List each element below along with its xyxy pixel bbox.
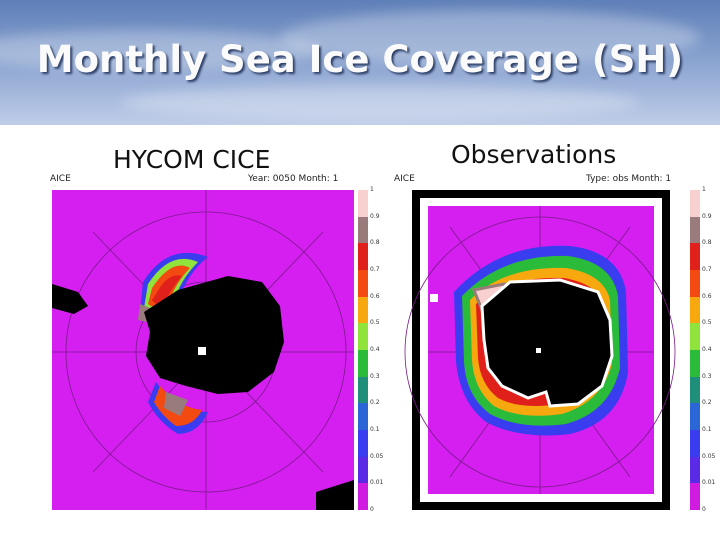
colorbar-tick-label: 0.4 [370,346,380,353]
model-map-panel: AICE Year: 0050 Month: 1 1 0.9 0.8 0.7 0.6 0.… [48,172,383,517]
colorbar-tick-label: 0.7 [702,266,712,273]
colorbar-segment [358,430,368,457]
colorbar-segment [358,216,368,244]
colorbar-segment [690,216,700,244]
obs-map-var-label: AICE [394,174,415,184]
colorbar-tick-label: 0.9 [370,212,380,220]
colorbar-tick-label: 0.5 [702,319,712,327]
colorbar-segment [358,323,368,350]
slide-title: Monthly Sea Ice Coverage (SH) [36,38,684,81]
colorbar-tick-label: 0.8 [370,239,380,247]
banner-cloud-streak [120,85,640,120]
colorbar-tick-label: 0.8 [702,239,712,247]
colorbar-tick-label: 0.2 [370,399,380,407]
colorbar-tick-label: 0.7 [370,266,380,273]
colorbar-segment [358,190,368,217]
colorbar-segment [690,430,700,457]
colorbar-segment [690,403,700,430]
colorbar-tick-label: 0.05 [702,452,716,460]
colorbar-segment [690,296,700,324]
colorbar-segment [690,456,700,484]
model-colorbar: 1 0.9 0.8 0.7 0.6 0.5 0.4 0.3 0.2 0.1 0.05 0.01 0 [358,186,383,513]
colorbar-segment [690,350,700,377]
banner-cloud-streak [280,10,700,65]
colorbar-segment [358,376,368,404]
colorbar-tick-label: 0.3 [370,372,380,380]
colorbar-segment [690,243,700,270]
colorbar-segment [358,350,368,377]
colorbar-tick-label: 0.05 [370,452,384,460]
colorbar-tick-label: 0.2 [702,399,712,407]
colorbar-segment [690,376,700,404]
colorbar-segment [358,243,368,270]
colorbar-tick-label: 0.6 [370,292,380,300]
observation-map-panel: AICE Type: obs Month: 1 1 0.9 0.8 0.7 0.6 0.5… [390,172,715,517]
colorbar-tick-label: 0.1 [370,426,380,433]
colorbar-tick-label: 0.9 [702,212,712,220]
left-panel-label: HYCOM CICE [113,145,271,174]
colorbar-tick-label: 0.01 [702,479,716,487]
obs-colorbar-swatches: 1 0.9 0.8 0.7 0.6 0.5 0.4 0.3 0.2 0.1 0.05 0.01 0 [690,186,715,513]
colorbar-tick-label: 0.3 [702,372,712,380]
colorbar-segment [358,456,368,484]
observed-sea-ice-map [404,190,676,510]
colorbar-segment [358,403,368,430]
colorbar-segment [358,296,368,324]
model-map-date-label: Year: 0050 Month: 1 [248,174,339,184]
title-banner: Monthly Sea Ice Coverage (SH) [0,0,720,125]
colorbar-segment [690,483,700,510]
colorbar-tick-label: 0.1 [702,426,712,433]
right-panel-label: Observations [451,140,617,169]
model-colorbar-swatches: 1 0.9 0.8 0.7 0.6 0.5 0.4 0.3 0.2 0.1 0.05 0.01 0 [358,186,383,513]
obs-colorbar: 1 0.9 0.8 0.7 0.6 0.5 0.4 0.3 0.2 0.1 0.05 0.01 0 [690,186,715,513]
model-sea-ice-map [52,190,354,510]
colorbar-tick-label: 0 [370,506,374,513]
colorbar-tick-label: 0.01 [370,479,384,487]
colorbar-tick-label: 1 [370,186,374,193]
model-map-var-label: AICE [50,174,71,184]
colorbar-segment [690,323,700,350]
colorbar-tick-label: 0.4 [702,346,712,353]
colorbar-tick-label: 0.5 [370,319,380,327]
banner-cloud-streak [0,30,320,70]
colorbar-segment [690,190,700,217]
colorbar-segment [358,270,368,297]
colorbar-segment [358,483,368,510]
obs-map-date-label: Type: obs Month: 1 [586,174,672,184]
colorbar-tick-label: 0.6 [702,292,712,300]
colorbar-tick-label: 1 [702,186,706,193]
colorbar-segment [690,270,700,297]
colorbar-tick-label: 0 [702,506,706,513]
